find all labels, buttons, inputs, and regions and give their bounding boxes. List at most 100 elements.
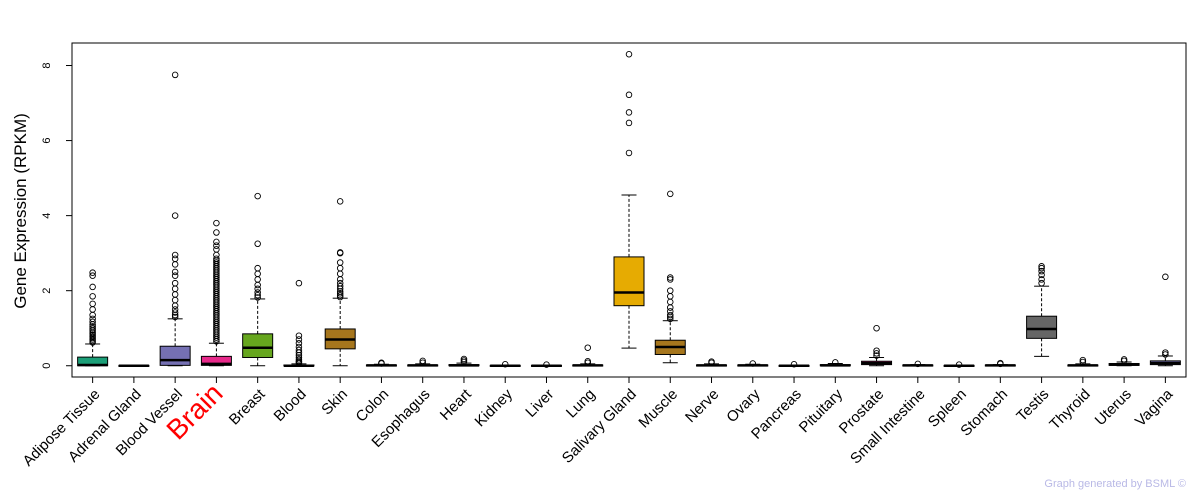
x-tick-label: Uterus [1092,386,1135,429]
box-esophagus [407,357,439,367]
outlier-point [89,306,96,313]
outlier-point [667,287,674,294]
outlier-point [914,360,922,368]
outlier-point [1120,356,1128,363]
outlier-point [295,332,303,339]
box-iqr [159,345,191,366]
outlier-point [254,289,261,296]
box-series [77,51,1181,368]
outlier-point [667,190,674,198]
outlier-point [708,358,715,365]
outlier-point [584,357,591,365]
outlier-point [89,300,96,308]
box-iqr [613,256,645,307]
box-blood-vessel [159,71,191,367]
outlier-point [955,361,963,368]
outlier-point [213,255,220,263]
outlier-point [749,360,757,367]
outlier-point [336,270,344,278]
outlier-point [254,294,261,301]
outlier-point [873,324,880,332]
y-axis-label: Gene Expression (RPKM) [11,113,30,309]
outlier-point [1038,279,1045,287]
outlier-point [213,259,220,266]
outlier-point [171,71,179,79]
outlier-point [254,285,261,293]
outlier-point [171,309,179,316]
outlier-point [171,268,179,276]
box-small-intestine [902,360,934,368]
box-iqr [242,333,274,358]
outlier-point [213,238,220,246]
box-pituitary [819,359,851,367]
box-skin [324,198,356,367]
x-tick-label: Lung [563,386,599,422]
outlier-point [171,291,179,298]
outlier-point [336,198,344,205]
plot-frame [71,42,1187,378]
x-tick-label: Thyroid [1046,386,1093,433]
box-adipose-tissue [77,269,109,367]
outlier-point [295,279,303,287]
box-kidney [489,360,521,368]
outlier-point [171,261,179,268]
outlier-point [667,293,674,300]
box-heart [448,355,480,367]
outlier-point [89,324,96,332]
outlier-point [213,242,220,249]
x-tick-label: Testis [1013,386,1052,425]
outlier-point [460,355,468,363]
x-tick-label: Colon [353,386,393,426]
box-ovary [737,360,769,367]
box-vagina [1149,273,1181,367]
outlier-point [171,255,179,263]
box-stomach [984,359,1016,368]
outlier-point [543,361,550,368]
outlier-point [625,109,633,116]
box-iqr [200,355,232,366]
box-liver [530,361,562,368]
outlier-point [171,313,179,321]
outlier-point [254,270,261,278]
outlier-point [336,290,344,297]
y-tick-label: 8 [41,62,53,68]
y-tick-label: 4 [41,213,53,219]
y-tick-label: 6 [41,138,53,144]
outlier-point [625,149,633,157]
x-tick-label: Muscle [635,386,681,432]
outlier-point [584,344,591,351]
outlier-point [89,311,96,319]
outlier-point [873,350,880,357]
outlier-point [89,283,96,291]
outlier-point [419,359,426,366]
box-testis [1026,263,1058,357]
outlier-point [336,249,344,256]
outlier-point [419,357,426,365]
outlier-point [1079,358,1087,366]
outlier-point [667,298,674,306]
box-brain [200,219,232,367]
y-tick-label: 0 [41,363,53,369]
outlier-point [873,347,880,354]
outlier-point [254,264,261,272]
outlier-point [1162,349,1169,356]
x-tick-label: Skin [318,386,351,419]
y-axis: 0 2 4 6 8 [41,62,72,369]
outlier-point [1038,264,1045,272]
x-tick-label: Salivary Gland [559,386,640,467]
outlier-point [336,279,344,287]
x-tick-label: Heart [437,385,476,424]
outlier-point [1162,273,1169,281]
box-breast [242,192,274,367]
outlier-point [1038,263,1045,270]
outlier-point [625,51,633,58]
outlier-point [295,356,303,363]
outlier-point [667,311,674,319]
outlier-point [171,212,179,219]
outlier-point [873,352,880,359]
x-tick-label: Breast [226,385,269,428]
outlier-point [1162,351,1169,358]
outlier-point [254,281,261,289]
outlier-point [667,315,674,323]
